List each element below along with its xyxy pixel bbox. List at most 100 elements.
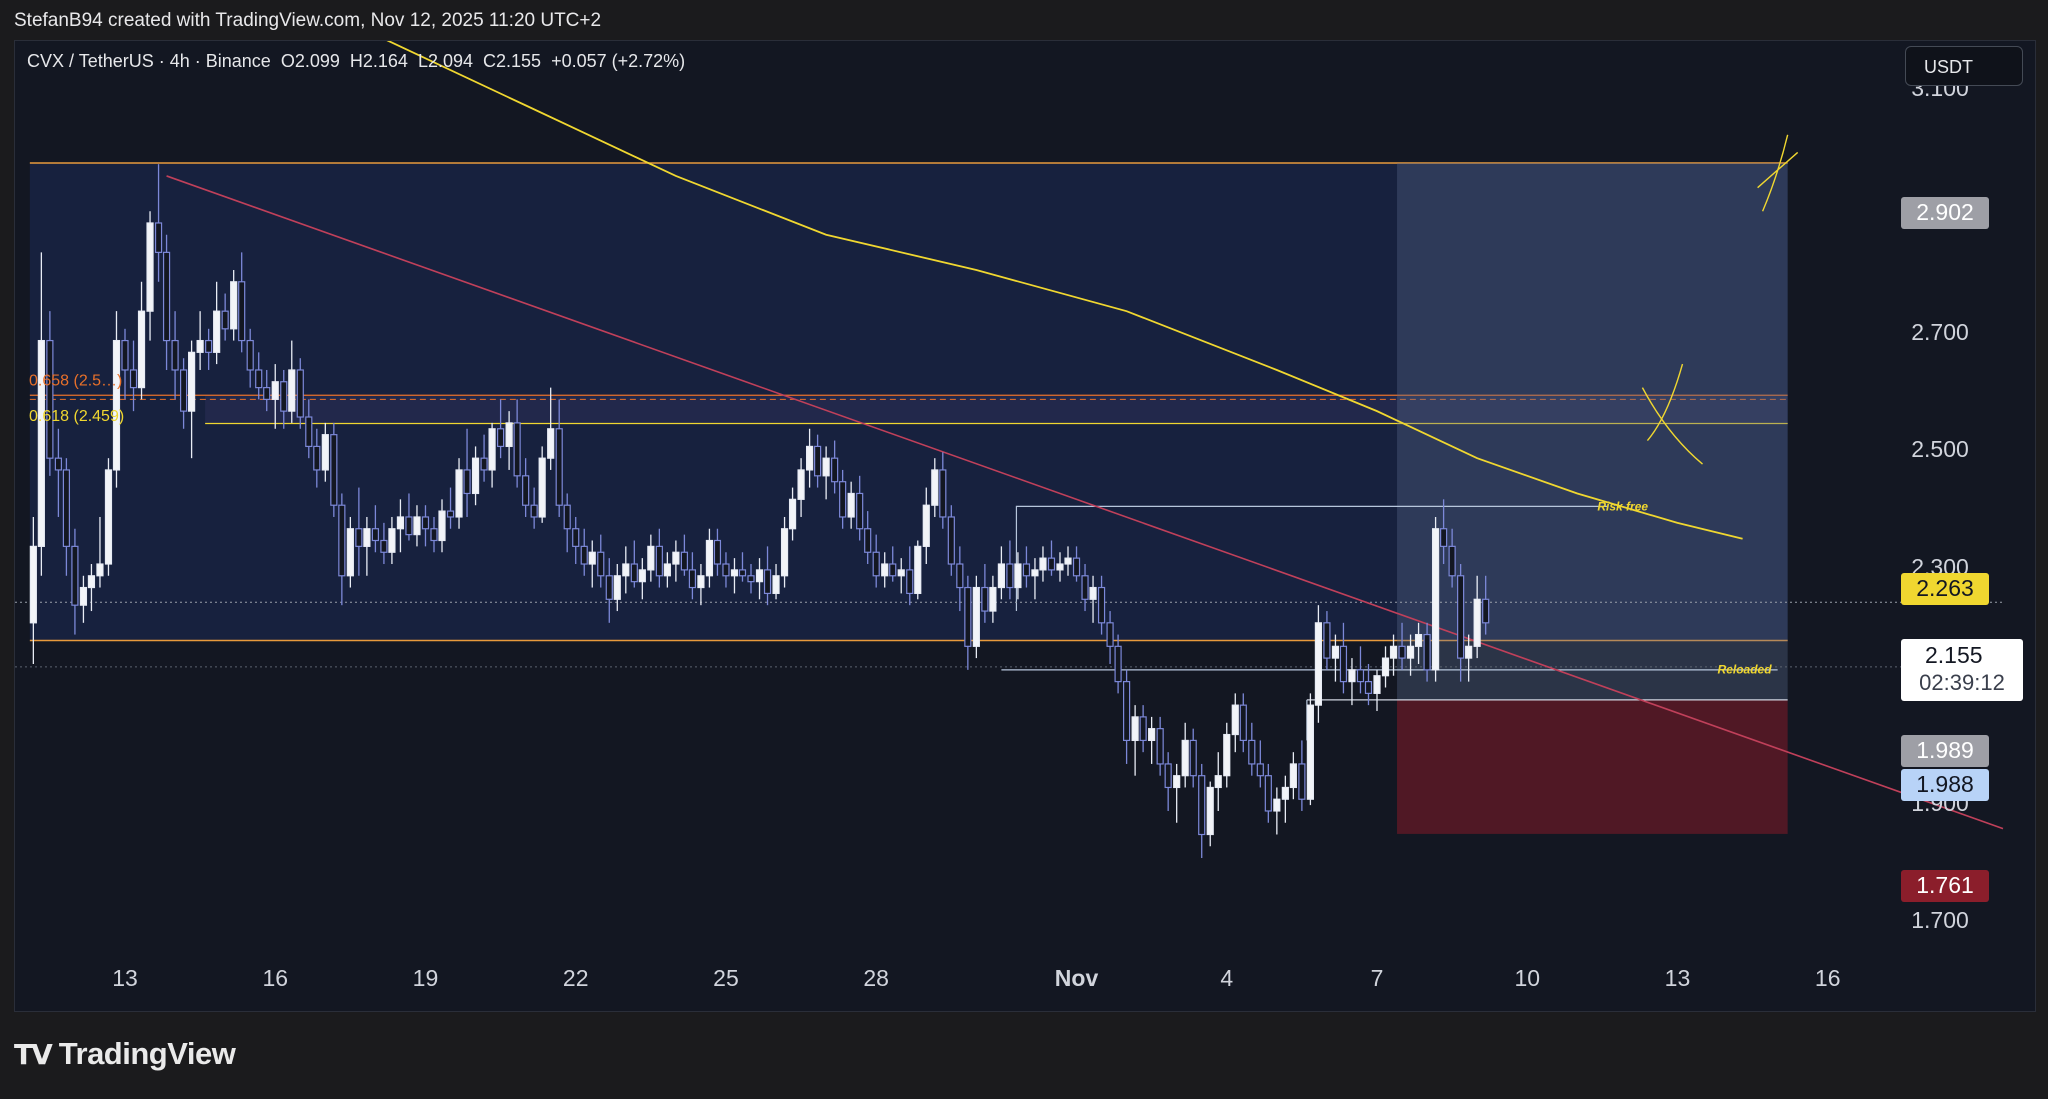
candle	[730, 569, 739, 577]
candle	[522, 475, 530, 506]
candle	[371, 528, 379, 542]
candle	[680, 551, 688, 571]
x-tick-label: 16	[1815, 965, 1841, 991]
candle	[897, 569, 905, 577]
candle	[129, 369, 138, 389]
candle	[964, 586, 972, 647]
price-badge-label: 1.988	[1916, 771, 1974, 797]
candle	[1164, 763, 1172, 789]
candle	[396, 516, 405, 530]
candle	[1264, 775, 1272, 812]
candle	[471, 457, 480, 495]
descending-trendline	[166, 175, 2004, 830]
candle	[112, 339, 121, 471]
candle	[555, 428, 563, 506]
candle	[1414, 633, 1423, 647]
x-tick-label: 4	[1220, 965, 1233, 991]
candle	[1189, 739, 1197, 777]
candle	[572, 528, 580, 547]
candle	[1047, 557, 1056, 571]
candle	[104, 469, 113, 565]
candle	[1106, 622, 1114, 647]
candle	[763, 569, 772, 595]
tradingview-logo-icon: TV	[14, 1037, 53, 1071]
candle	[538, 457, 546, 518]
candle	[989, 586, 997, 612]
candle	[1239, 704, 1247, 742]
price-badge	[1901, 197, 1989, 229]
price-badge-label: 2.263	[1916, 575, 1974, 601]
candle	[772, 575, 780, 595]
candle	[856, 492, 864, 530]
candle	[513, 422, 521, 477]
candle	[814, 445, 822, 477]
candle	[747, 575, 755, 583]
candle	[1131, 716, 1139, 742]
candle	[563, 504, 571, 530]
candle	[205, 339, 213, 353]
candle	[1298, 763, 1306, 800]
candle	[463, 469, 471, 495]
candle	[788, 498, 797, 530]
candle	[906, 569, 914, 595]
candle	[62, 469, 71, 547]
candle	[805, 445, 814, 471]
candle	[321, 434, 329, 471]
candle	[972, 586, 980, 647]
candle	[488, 428, 496, 471]
candle	[638, 569, 646, 583]
candle	[438, 510, 446, 542]
candle	[1356, 669, 1365, 683]
price-badge-label: 1.761	[1916, 872, 1974, 898]
candle	[1273, 798, 1281, 812]
candle	[1072, 557, 1081, 577]
chart-panel[interactable]: 0.658 (2.5…) 0.618 (2.459) Risk free Reload…	[14, 40, 2036, 1012]
candle	[230, 281, 238, 330]
y-tick-label: 2.700	[1911, 319, 1969, 345]
candle	[1148, 728, 1156, 742]
legend-low: L2.094	[417, 51, 473, 71]
candle	[1081, 575, 1089, 600]
candle	[1139, 716, 1147, 742]
candle	[1181, 739, 1189, 777]
candle	[1373, 675, 1381, 694]
candle	[238, 281, 246, 342]
price-badge	[1901, 870, 1989, 902]
candle	[296, 369, 304, 418]
candle	[29, 545, 37, 624]
candle	[831, 457, 839, 483]
candle	[446, 510, 455, 518]
candle	[547, 428, 555, 459]
candle	[37, 339, 45, 547]
risk-free-label: Risk free	[1597, 499, 1648, 513]
candle	[146, 222, 154, 312]
candle	[71, 545, 79, 606]
price-badge-label: 1.989	[1916, 737, 1974, 763]
candle	[263, 387, 271, 400]
candle	[1223, 733, 1231, 777]
x-tick-label: 13	[1665, 965, 1691, 991]
candle	[847, 492, 855, 518]
candle	[997, 563, 1006, 589]
candle	[1198, 775, 1206, 836]
price-chart[interactable]: 0.658 (2.5…) 0.618 (2.459) Risk free Reload…	[15, 41, 2035, 1011]
candle	[939, 469, 947, 518]
candle	[1406, 645, 1415, 659]
candle	[663, 563, 671, 577]
candle	[630, 563, 638, 583]
candle	[1006, 563, 1014, 589]
candle	[780, 528, 789, 577]
currency-button[interactable]: USDT	[1905, 46, 2023, 86]
legend-symbol: CVX / TetherUS · 4h · Binance	[27, 51, 271, 71]
candle	[622, 563, 630, 577]
candle	[597, 551, 605, 577]
legend-open: O2.099	[280, 51, 340, 71]
candle	[1014, 563, 1022, 589]
candle	[1306, 704, 1314, 800]
candle	[246, 339, 254, 371]
candle	[1482, 598, 1490, 624]
candle	[46, 339, 54, 459]
candle	[54, 457, 62, 471]
candle	[388, 528, 396, 553]
candle	[1473, 598, 1481, 647]
